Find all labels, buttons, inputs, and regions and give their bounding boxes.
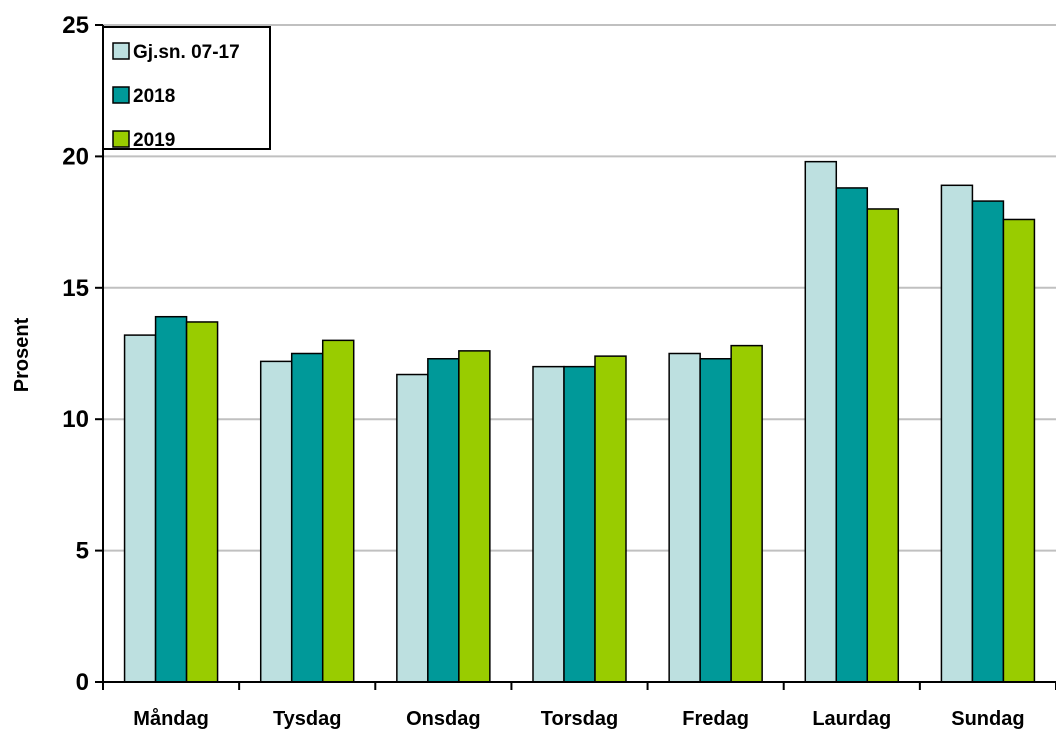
bar (185, 321, 219, 683)
y-tick-label: 15 (62, 275, 89, 302)
y-tick-labels: 0 5 10 15 20 25 (62, 12, 89, 696)
y-tick-label: 5 (76, 538, 89, 565)
x-tick-label: Torsdag (541, 708, 618, 730)
bar (290, 352, 324, 683)
bar (804, 160, 838, 683)
x-tick-label: Fredag (682, 708, 749, 730)
bar (259, 360, 293, 683)
bar (532, 365, 565, 683)
bar (427, 358, 460, 683)
y-tick-label: 10 (62, 406, 89, 433)
bar (396, 373, 429, 683)
bar (835, 187, 869, 683)
y-tick-label: 0 (76, 669, 89, 696)
bar (971, 200, 1005, 683)
y-tick-label: 25 (62, 12, 89, 39)
bar (458, 350, 491, 683)
legend-swatch (112, 86, 130, 104)
bar (594, 355, 627, 683)
bar (730, 344, 763, 683)
legend-box (102, 26, 271, 150)
legend-label: Gj.sn. 07-17 (133, 42, 240, 63)
bar (321, 339, 355, 683)
y-tick-label: 20 (62, 143, 89, 170)
x-tick-label: Sundag (951, 708, 1024, 730)
x-tick-label: Måndag (133, 707, 209, 730)
x-tick-label: Tysdag (273, 708, 342, 730)
bar (563, 365, 596, 683)
legend-label: 2018 (133, 86, 175, 107)
legend-swatch (112, 130, 130, 148)
x-tick-labels: Måndag Tysdag Onsdag Torsdag Fredag Laurdag Su… (133, 707, 1024, 730)
bar (668, 352, 701, 683)
bars (123, 160, 1036, 683)
bar (866, 208, 900, 683)
y-axis-title: Prosent (11, 317, 33, 392)
bar (154, 315, 188, 683)
legend-swatch (112, 42, 130, 60)
bar (123, 334, 157, 683)
bar (940, 184, 974, 683)
x-tick-label: Onsdag (406, 708, 480, 730)
legend: Gj.sn. 07-17 2018 2019 (102, 26, 271, 151)
bar (1002, 218, 1036, 683)
legend-label: 2019 (133, 130, 175, 151)
x-tick-label: Laurdag (812, 708, 891, 730)
bar (699, 358, 732, 683)
